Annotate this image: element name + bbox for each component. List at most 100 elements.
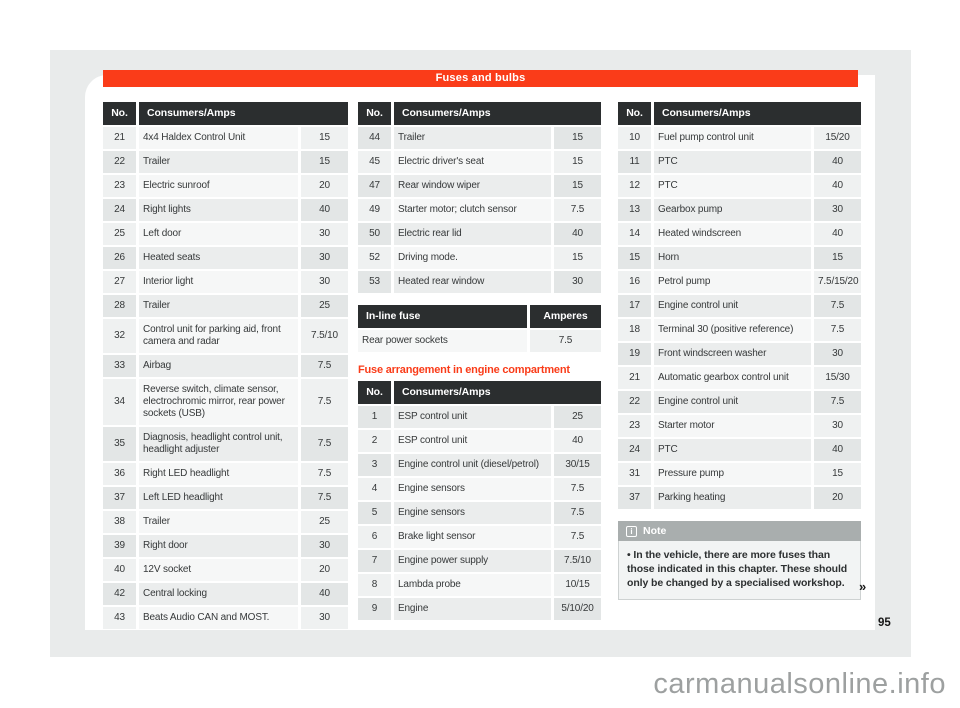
fuse-number-cell: 12 — [618, 173, 654, 197]
consumer-cell: Petrol pump — [654, 269, 811, 293]
table-header-row: No. Consumers/Amps — [103, 102, 348, 125]
fuse-number-cell: 15 — [618, 245, 654, 269]
table-row: 22 Engine control unit 7.5 — [618, 389, 861, 413]
table-row: 2 ESP control unit 40 — [358, 428, 601, 452]
consumer-cell: Engine control unit — [654, 389, 811, 413]
table-row: 45 Electric driver's seat 15 — [358, 149, 601, 173]
fuse-number-cell: 6 — [358, 524, 394, 548]
table-row: 21 4x4 Haldex Control Unit 15 — [103, 125, 348, 149]
fuse-number-cell: 44 — [358, 125, 394, 149]
amps-cell: 40 — [298, 581, 348, 605]
consumer-cell: Rear window wiper — [394, 173, 551, 197]
fuse-number-cell: 9 — [358, 596, 394, 620]
consumer-cell: Heated seats — [139, 245, 298, 269]
fuse-number-cell: 2 — [358, 428, 394, 452]
note-text: • In the vehicle, there are more fuses t… — [618, 541, 861, 600]
amps-cell: 7.5 — [811, 293, 861, 317]
table-row: 44 Trailer 15 — [358, 125, 601, 149]
consumer-cell: Horn — [654, 245, 811, 269]
consumer-cell: Fuel pump control unit — [654, 125, 811, 149]
amps-cell: 5/10/20 — [551, 596, 601, 620]
fuse-number-cell: 10 — [618, 125, 654, 149]
table-row: 52 Driving mode. 15 — [358, 245, 601, 269]
amps-cell: 15/30 — [811, 365, 861, 389]
table-row: 47 Rear window wiper 15 — [358, 173, 601, 197]
consumer-cell: Lambda probe — [394, 572, 551, 596]
table-row: 5 Engine sensors 7.5 — [358, 500, 601, 524]
consumer-cell: PTC — [654, 173, 811, 197]
amps-cell: 7.5 — [298, 461, 348, 485]
fuse-number-cell: 16 — [618, 269, 654, 293]
consumer-cell: Heated windscreen — [654, 221, 811, 245]
table-header-row: No. Consumers/Amps — [358, 381, 601, 404]
fuse-number-cell: 47 — [358, 173, 394, 197]
amps-cell: 30 — [811, 413, 861, 437]
amps-cell: 40 — [811, 173, 861, 197]
table-row: Rear power sockets 7.5 — [358, 328, 601, 352]
amps-cell: 40 — [298, 197, 348, 221]
consumer-cell: Electric sunroof — [139, 173, 298, 197]
fuse-number-cell: 35 — [103, 425, 139, 461]
table-row: 10 Fuel pump control unit 15/20 — [618, 125, 861, 149]
column-header-consumers: Consumers/Amps — [394, 381, 601, 404]
amps-cell: 7.5 — [298, 425, 348, 461]
table-row: 6 Brake light sensor 7.5 — [358, 524, 601, 548]
table-row: 16 Petrol pump 7.5/15/20 — [618, 269, 861, 293]
table-row: 53 Heated rear window 30 — [358, 269, 601, 293]
amps-cell: 40 — [811, 437, 861, 461]
amps-cell: 7.5 — [551, 524, 601, 548]
consumer-cell: Starter motor; clutch sensor — [394, 197, 551, 221]
fuse-number-cell: 53 — [358, 269, 394, 293]
consumer-cell: Engine — [394, 596, 551, 620]
fuse-number-cell: 37 — [103, 485, 139, 509]
consumer-cell: Diagnosis, headlight control unit, headl… — [139, 425, 298, 461]
consumer-cell: Engine control unit (diesel/petrol) — [394, 452, 551, 476]
fuse-table-engine: No. Consumers/Amps 1 ESP control unit 25 2 E… — [358, 381, 601, 620]
amps-cell: 25 — [298, 293, 348, 317]
consumer-cell: Pressure pump — [654, 461, 811, 485]
page-number: 95 — [878, 617, 891, 629]
fuse-number-cell: 24 — [103, 197, 139, 221]
inline-fuse-table: In-line fuse Amperes Rear power sockets 7… — [358, 305, 601, 352]
amps-cell: 10/15 — [551, 572, 601, 596]
table-row: 9 Engine 5/10/20 — [358, 596, 601, 620]
amps-cell: 30 — [298, 269, 348, 293]
fuse-number-cell: 33 — [103, 353, 139, 377]
amps-cell: 15 — [298, 125, 348, 149]
fuse-table-dashboard-middle: No. Consumers/Amps 44 Trailer 15 45 Electric… — [358, 102, 601, 293]
consumer-cell: Interior light — [139, 269, 298, 293]
consumer-cell: Terminal 30 (positive reference) — [654, 317, 811, 341]
table-row: 27 Interior light 30 — [103, 269, 348, 293]
table-row: 1 ESP control unit 25 — [358, 404, 601, 428]
consumer-cell: Automatic gearbox control unit — [654, 365, 811, 389]
column-header-amperes: Amperes — [527, 305, 601, 328]
amps-cell: 40 — [551, 428, 601, 452]
amps-cell: 30 — [298, 221, 348, 245]
amps-cell: 30 — [298, 605, 348, 629]
fuse-number-cell: 32 — [103, 317, 139, 353]
amps-cell: 40 — [551, 221, 601, 245]
amps-cell: 15 — [298, 149, 348, 173]
amps-cell: 15 — [811, 245, 861, 269]
amps-cell: 7.5 — [551, 500, 601, 524]
consumer-cell: Left LED headlight — [139, 485, 298, 509]
fuse-number-cell: 24 — [618, 437, 654, 461]
amps-cell: 15 — [551, 149, 601, 173]
consumer-cell: Trailer — [139, 149, 298, 173]
consumer-cell: ESP control unit — [394, 428, 551, 452]
table-row: 28 Trailer 25 — [103, 293, 348, 317]
consumer-cell: PTC — [654, 149, 811, 173]
amps-cell: 15 — [551, 173, 601, 197]
consumer-cell: Engine sensors — [394, 476, 551, 500]
fuse-number-cell: 21 — [618, 365, 654, 389]
fuse-number-cell: 4 — [358, 476, 394, 500]
table-row: 36 Right LED headlight 7.5 — [103, 461, 348, 485]
fuse-number-cell: 19 — [618, 341, 654, 365]
amps-cell: 15/20 — [811, 125, 861, 149]
fuse-number-cell: 23 — [103, 173, 139, 197]
amps-cell: 30/15 — [551, 452, 601, 476]
table-row: 31 Pressure pump 15 — [618, 461, 861, 485]
table-row: 3 Engine control unit (diesel/petrol) 30/1… — [358, 452, 601, 476]
consumer-cell: Right door — [139, 533, 298, 557]
